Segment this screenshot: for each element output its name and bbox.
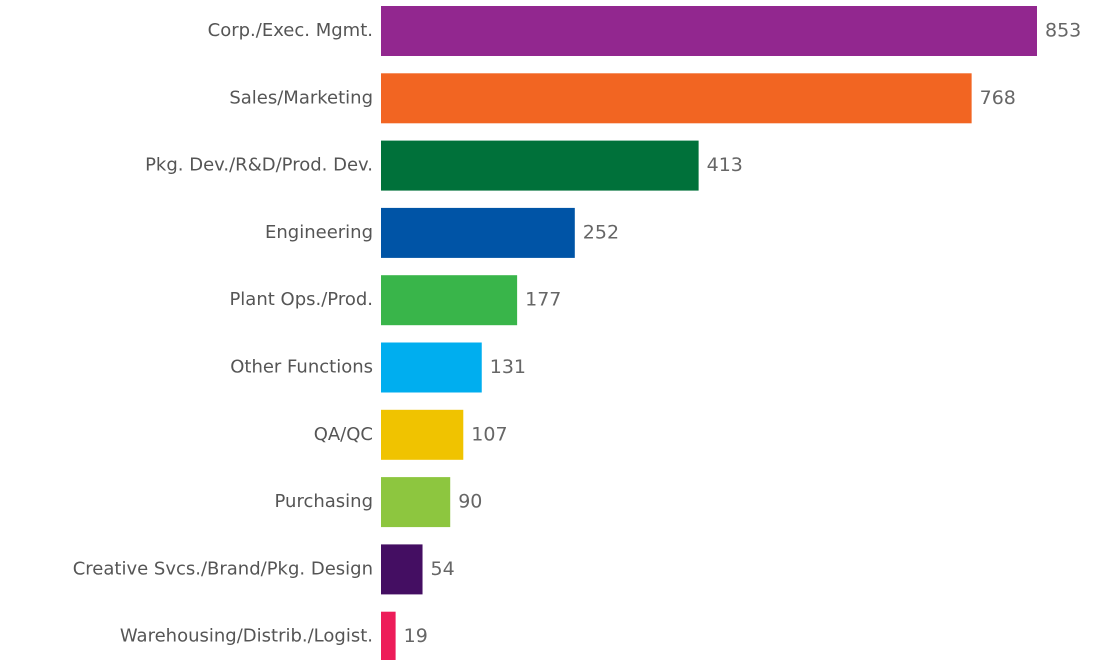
value-label: 19 <box>404 625 428 647</box>
category-label: Plant Ops./Prod. <box>229 289 373 310</box>
value-label: 853 <box>1045 20 1081 42</box>
bar <box>381 342 482 393</box>
category-label: QA/QC <box>314 424 373 445</box>
value-label: 768 <box>980 87 1016 109</box>
value-label: 177 <box>525 289 561 311</box>
bar <box>381 611 396 660</box>
bar <box>381 6 1037 56</box>
category-label: Engineering <box>265 222 373 243</box>
category-label: Sales/Marketing <box>229 87 373 108</box>
value-label: 107 <box>471 423 507 445</box>
value-label: 252 <box>583 221 619 243</box>
bar <box>381 73 972 124</box>
category-label: Warehousing/Distrib./Logist. <box>120 626 373 647</box>
bar <box>381 275 518 326</box>
category-label: Purchasing <box>275 491 374 512</box>
category-label: Creative Svcs./Brand/Pkg. Design <box>73 558 373 579</box>
bar <box>381 140 699 191</box>
category-label: Other Functions <box>230 357 373 378</box>
value-label: 131 <box>490 356 526 378</box>
category-label: Pkg. Dev./R&D/Prod. Dev. <box>145 155 373 176</box>
bar <box>381 409 464 460</box>
bar <box>381 477 451 528</box>
bar <box>381 544 423 595</box>
bar <box>381 207 575 258</box>
value-label: 413 <box>707 154 743 176</box>
category-label: Corp./Exec. Mgmt. <box>208 20 373 41</box>
value-label: 90 <box>458 491 482 513</box>
value-label: 54 <box>431 558 455 580</box>
